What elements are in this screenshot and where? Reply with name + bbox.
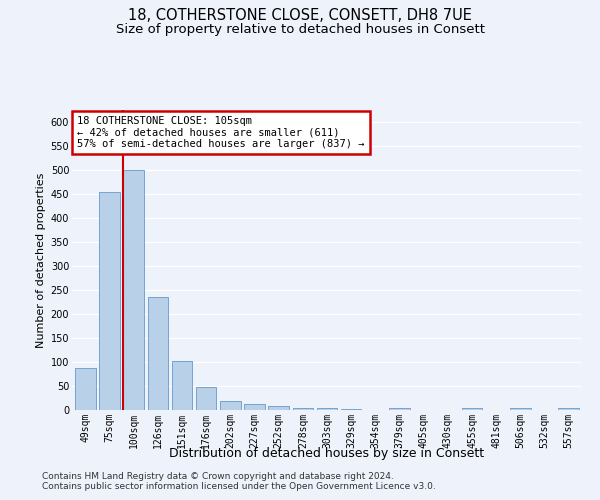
Bar <box>389 408 410 410</box>
Bar <box>196 388 217 410</box>
Text: Contains public sector information licensed under the Open Government Licence v3: Contains public sector information licen… <box>42 482 436 491</box>
Text: Distribution of detached houses by size in Consett: Distribution of detached houses by size … <box>169 448 485 460</box>
Bar <box>462 408 482 410</box>
Bar <box>559 408 579 410</box>
Bar <box>99 192 120 410</box>
Y-axis label: Number of detached properties: Number of detached properties <box>37 172 46 348</box>
Text: 18 COTHERSTONE CLOSE: 105sqm
← 42% of detached houses are smaller (611)
57% of s: 18 COTHERSTONE CLOSE: 105sqm ← 42% of de… <box>77 116 365 149</box>
Text: Contains HM Land Registry data © Crown copyright and database right 2024.: Contains HM Land Registry data © Crown c… <box>42 472 394 481</box>
Bar <box>293 408 313 410</box>
Bar <box>124 170 144 410</box>
Text: Size of property relative to detached houses in Consett: Size of property relative to detached ho… <box>115 22 485 36</box>
Bar <box>172 360 192 410</box>
Bar <box>220 402 241 410</box>
Bar <box>317 408 337 410</box>
Text: 18, COTHERSTONE CLOSE, CONSETT, DH8 7UE: 18, COTHERSTONE CLOSE, CONSETT, DH8 7UE <box>128 8 472 22</box>
Bar <box>268 406 289 410</box>
Bar <box>244 404 265 410</box>
Bar <box>341 408 361 410</box>
Bar <box>75 368 95 410</box>
Bar <box>510 408 530 410</box>
Bar <box>148 297 168 410</box>
